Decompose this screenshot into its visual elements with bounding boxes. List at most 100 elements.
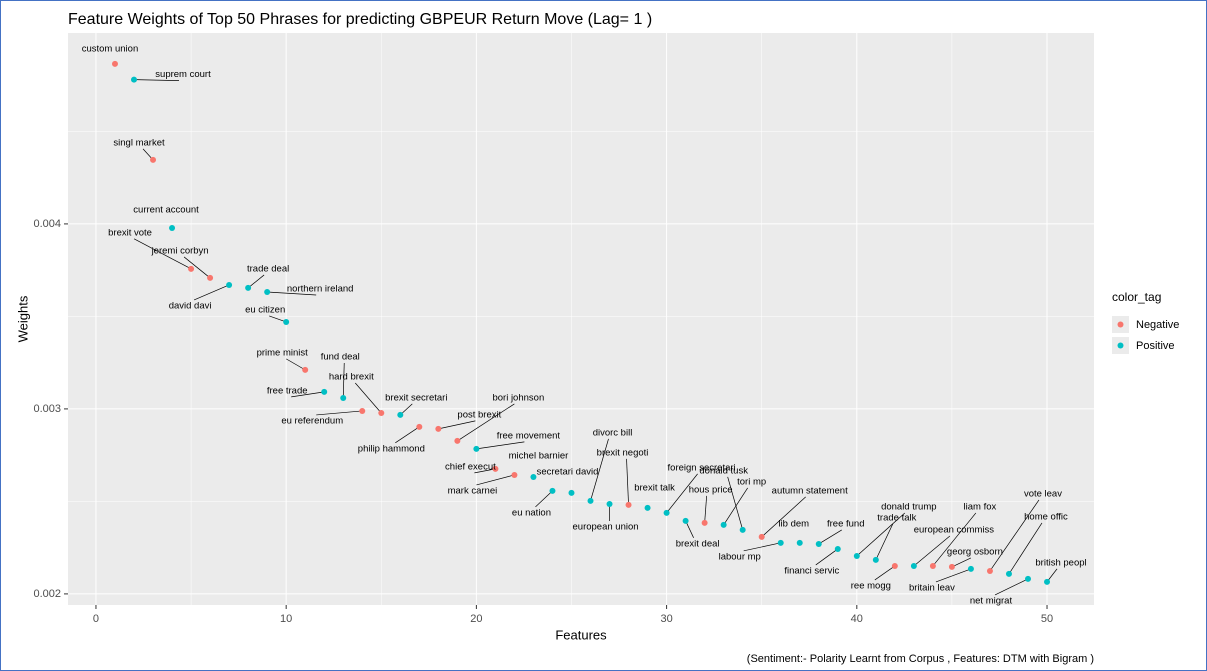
point (511, 471, 518, 478)
leader-line (704, 495, 707, 523)
point-label: chief execut (445, 461, 496, 472)
panel (68, 33, 1094, 605)
legend-swatch (1117, 342, 1124, 349)
point (454, 437, 461, 444)
point-label: lib dem (778, 518, 809, 529)
point (587, 497, 594, 504)
legend-label: Negative (1136, 319, 1179, 331)
leader-line (535, 490, 553, 508)
point-label: post brexit (457, 409, 501, 420)
leader-line (856, 512, 906, 557)
point (169, 224, 176, 231)
x-tick-label: 30 (660, 613, 672, 625)
leader-line (193, 284, 230, 301)
point-label: current account (133, 204, 199, 215)
point (834, 545, 841, 552)
point-label: philip hammond (358, 443, 425, 454)
point (397, 411, 404, 418)
point-label: free movement (497, 430, 561, 441)
point (872, 556, 879, 563)
point-label: mark carnei (448, 485, 498, 496)
leader-line (626, 458, 629, 505)
point (853, 552, 860, 559)
leader-line (913, 535, 951, 567)
x-tick-label: 40 (851, 613, 863, 625)
leader-line (133, 79, 180, 81)
point (758, 533, 765, 540)
point (321, 388, 328, 395)
leader-line (355, 382, 382, 414)
point (245, 284, 252, 291)
point (131, 76, 138, 83)
leader-line (438, 420, 476, 430)
leader-line (932, 512, 977, 567)
point-label: hard brexit (329, 371, 374, 382)
leader-line (476, 474, 515, 486)
point (150, 156, 157, 163)
x-axis-title: Features (555, 627, 607, 642)
leader-line (874, 565, 896, 581)
point-label: northern ireland (287, 284, 354, 295)
x-tick-label: 20 (470, 613, 482, 625)
leader-line (269, 315, 287, 323)
point (435, 425, 442, 432)
point-label: custom union (82, 43, 139, 54)
point (967, 565, 974, 572)
leader-line (474, 468, 496, 474)
point (549, 487, 556, 494)
x-tick-label: 0 (93, 613, 99, 625)
leader-line (875, 523, 894, 561)
point-label: brexit negoti (597, 447, 649, 458)
leader-line (666, 473, 698, 514)
leader-line (815, 548, 838, 566)
point (1005, 570, 1012, 577)
leader-line (286, 358, 306, 371)
leader-line (818, 529, 842, 545)
point (815, 540, 822, 547)
leader-line (316, 410, 363, 416)
leader-line (133, 238, 192, 270)
y-tick-label: 0.004 (33, 218, 61, 230)
x-tick-label: 10 (280, 613, 292, 625)
point-label: bori johnson (492, 392, 544, 403)
point-label: suprem court (155, 69, 211, 80)
point-label: prime minist (257, 347, 309, 358)
point-label: liam fox (964, 501, 997, 512)
point-label: brexit vote (108, 227, 152, 238)
point (111, 60, 118, 67)
point-label: brexit deal (676, 538, 720, 549)
point-label: michel barnier (509, 451, 569, 462)
point-label: home offic (1024, 511, 1068, 522)
legend-swatch (1117, 321, 1124, 328)
point (188, 265, 195, 272)
point (891, 562, 898, 569)
point (701, 519, 708, 526)
point (359, 407, 366, 414)
point-label: brexit secretari (385, 392, 447, 403)
point-label: labour mp (719, 551, 761, 562)
point (1024, 575, 1031, 582)
leader-line (727, 476, 744, 530)
point (378, 409, 385, 416)
leader-line (267, 291, 317, 296)
point (226, 281, 233, 288)
leader-line (291, 391, 325, 398)
point-label: brexit talk (634, 482, 675, 493)
leader-line (989, 499, 1040, 572)
leader-line (951, 557, 972, 568)
point-label: donald tusk (699, 465, 748, 476)
leader-line (342, 362, 345, 399)
point (777, 539, 784, 546)
point (929, 562, 936, 569)
point (207, 274, 214, 281)
y-tick-label: 0.002 (33, 588, 61, 600)
point-label: vote leav (1024, 488, 1062, 499)
y-axis-title: Weights (15, 295, 30, 342)
point-label: eu citizen (245, 304, 285, 315)
point-label: divorc bill (593, 427, 633, 438)
point (948, 563, 955, 570)
legend-title: color_tag (1112, 290, 1161, 304)
point (606, 500, 613, 507)
point-label: european commiss (914, 524, 995, 535)
